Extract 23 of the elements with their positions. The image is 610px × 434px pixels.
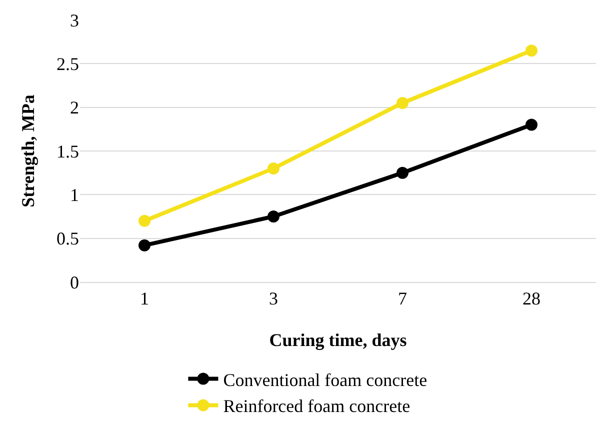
x-tick-label: 1 <box>140 288 149 309</box>
point <box>526 44 538 57</box>
y-axis-title: Strength, MPa <box>18 94 38 208</box>
y-tick-label: 0.5 <box>56 228 79 249</box>
y-tick-label: 2.5 <box>56 54 79 74</box>
point <box>138 239 150 252</box>
legend-label: Conventional foam concrete <box>223 370 428 390</box>
point <box>268 162 280 174</box>
y-tick-label: 0 <box>70 272 79 292</box>
x-tick-label: 28 <box>522 288 540 309</box>
x-tick-label: 7 <box>398 288 407 309</box>
legend-label: Reinforced foam concrete <box>223 396 410 416</box>
point <box>396 96 408 109</box>
point <box>138 214 150 227</box>
y-tick-label: 1 <box>70 184 79 205</box>
y-tick-label: 1.5 <box>56 141 79 162</box>
y-tick-label: 3 <box>70 10 79 30</box>
point <box>526 118 538 131</box>
point <box>268 210 280 222</box>
x-tick-label: 3 <box>269 288 278 309</box>
x-axis-title: Curing time, days <box>269 330 407 350</box>
point <box>396 166 408 179</box>
y-tick-label: 2 <box>70 98 79 118</box>
